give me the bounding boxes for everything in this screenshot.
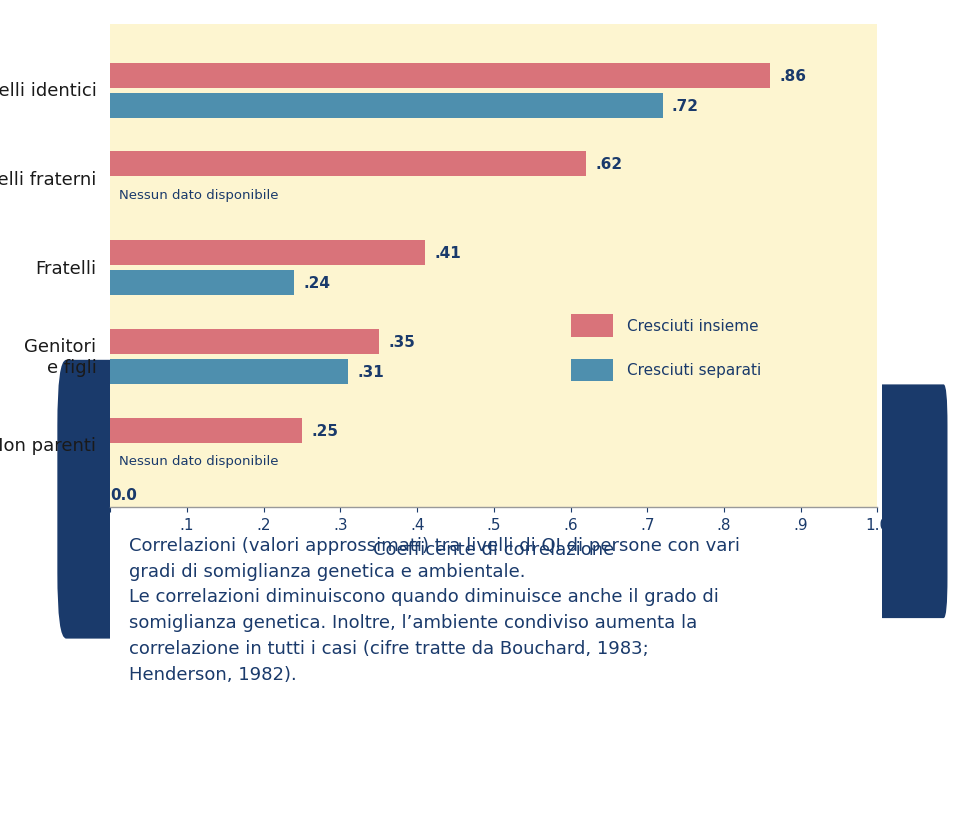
Text: .62: .62 [596, 157, 622, 172]
Bar [110, 360, 348, 385]
Text: .35: .35 [388, 334, 415, 350]
Text: Nessun dato disponibile: Nessun dato disponibile [120, 455, 279, 468]
FancyBboxPatch shape [878, 385, 947, 618]
Text: .25: .25 [312, 423, 339, 438]
Bar [110, 64, 770, 88]
Text: Nessun dato disponibile: Nessun dato disponibile [120, 188, 279, 201]
Text: .31: .31 [358, 364, 384, 380]
X-axis label: Coefficente di correlazione: Coefficente di correlazione [373, 541, 615, 559]
FancyBboxPatch shape [58, 360, 147, 639]
Text: 0.0: 0.0 [110, 487, 137, 502]
Text: Cresciuti insieme: Cresciuti insieme [626, 319, 759, 333]
Bar [110, 329, 379, 355]
Text: .41: .41 [434, 246, 460, 260]
Text: Cresciuti separati: Cresciuti separati [626, 363, 760, 378]
Text: .24: .24 [304, 276, 331, 291]
Text: .86: .86 [780, 69, 807, 84]
Bar [571, 360, 613, 382]
Bar [110, 419, 302, 443]
Text: Correlazioni (valori approssimati) tra livelli di QI di persone con vari
gradi d: Correlazioni (valori approssimati) tra l… [129, 536, 740, 683]
Text: .72: .72 [672, 98, 699, 114]
Bar [110, 271, 294, 296]
Bar [571, 314, 613, 337]
Bar [110, 241, 425, 265]
Bar [110, 93, 663, 119]
Bar [110, 152, 586, 177]
